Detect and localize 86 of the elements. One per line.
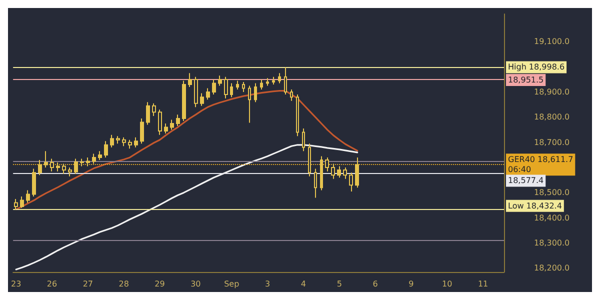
- candlestick: [343, 167, 347, 180]
- x-tick-label: 10: [442, 280, 452, 288]
- candlestick: [152, 102, 156, 116]
- candlestick: [116, 136, 120, 144]
- candlestick: [38, 159, 42, 176]
- candlestick: [272, 76, 275, 85]
- candlestick: [331, 163, 335, 180]
- candlestick: [296, 94, 299, 137]
- candlestick: [278, 72, 281, 84]
- ref-line-label: Low 18,432.4: [508, 201, 562, 210]
- candlestick: [146, 102, 150, 126]
- candlestick: [140, 118, 144, 144]
- x-tick-label: 23: [10, 280, 22, 288]
- x-tick-label: 30: [190, 280, 201, 288]
- candlestick: [74, 158, 78, 174]
- line-series: [15, 90, 358, 210]
- candlestick: [212, 78, 216, 96]
- candlestick: [92, 153, 96, 164]
- y-tick-label: 18,900.0: [534, 88, 570, 97]
- y-tick-label: 18,700.0: [534, 138, 570, 147]
- candlestick: [176, 114, 180, 127]
- y-tick-label: 18,800.0: [534, 112, 570, 122]
- y-tick-label: 18,200.0: [534, 264, 570, 273]
- candlestick: [260, 78, 263, 90]
- ref-line-label: 18,951.5: [508, 76, 544, 85]
- candlestick: [80, 158, 84, 167]
- x-tick-label: 11: [478, 280, 488, 288]
- x-tick-label: 3: [264, 280, 270, 288]
- x-tick-label: 5: [336, 280, 342, 288]
- x-tick-label: 6: [372, 280, 378, 288]
- candlestick: [14, 198, 18, 210]
- candlestick: [194, 76, 198, 108]
- candlestick: [44, 150, 48, 168]
- candlestick: [26, 190, 30, 204]
- candlestick: [248, 85, 251, 124]
- candlestick: [290, 89, 293, 102]
- x-tick-label: 9: [408, 280, 414, 288]
- x-tick-label: 27: [82, 280, 94, 288]
- candlestick: [158, 109, 162, 136]
- y-tick-label: 18,300.0: [534, 238, 570, 248]
- candlestick: [68, 167, 72, 177]
- candlestick: [230, 82, 233, 98]
- candlestick: [134, 136, 138, 148]
- candlestick: [242, 81, 245, 93]
- candlestick: [302, 128, 305, 152]
- candlestick: [20, 196, 24, 208]
- candlestick: [164, 122, 168, 134]
- candlestick: [50, 158, 54, 172]
- candlestick: [266, 78, 269, 86]
- y-tick-label: 18,500.0: [534, 188, 570, 198]
- candlestick: [325, 156, 329, 172]
- x-tick-label: 26: [46, 280, 58, 288]
- x-tick-label: 29: [154, 280, 165, 288]
- x-tick-label: 4: [300, 280, 306, 288]
- candlestick: [355, 156, 359, 188]
- candlestick: [320, 156, 323, 191]
- candlestick: [314, 168, 317, 198]
- candlestick: [224, 76, 228, 99]
- candlestick: [254, 82, 257, 103]
- candlestick: [62, 163, 66, 174]
- ref-line-label: 18,577.4: [508, 176, 544, 186]
- candlestick: [182, 80, 186, 122]
- candlestick: [284, 66, 287, 96]
- candlestick: [337, 166, 341, 178]
- ref-line-label: High 18,998.6: [508, 62, 565, 72]
- candlestick: [170, 119, 174, 130]
- candlestick: [86, 156, 90, 167]
- candlestick: [236, 80, 239, 90]
- y-tick-label: 18,400.0: [534, 213, 570, 222]
- candlestick: [206, 88, 210, 100]
- candlestick: [32, 168, 36, 197]
- candlestick: [308, 143, 311, 177]
- candlestick: [104, 140, 108, 158]
- x-tick-label: Sep: [224, 280, 240, 288]
- candlestick: [128, 139, 132, 150]
- candlestick: [56, 162, 60, 172]
- y-tick-label: 19,100.0: [534, 37, 570, 46]
- candlestick: [218, 75, 222, 86]
- x-tick-label: 28: [118, 280, 129, 288]
- ref-line-label: GER40 18,611.7 06:40: [508, 155, 574, 174]
- candlestick: [122, 136, 126, 147]
- candlestick: [110, 134, 114, 148]
- candlestick: [200, 92, 204, 106]
- candlestick: [98, 150, 102, 160]
- candlestick: [349, 172, 353, 192]
- candlestick: [188, 72, 192, 88]
